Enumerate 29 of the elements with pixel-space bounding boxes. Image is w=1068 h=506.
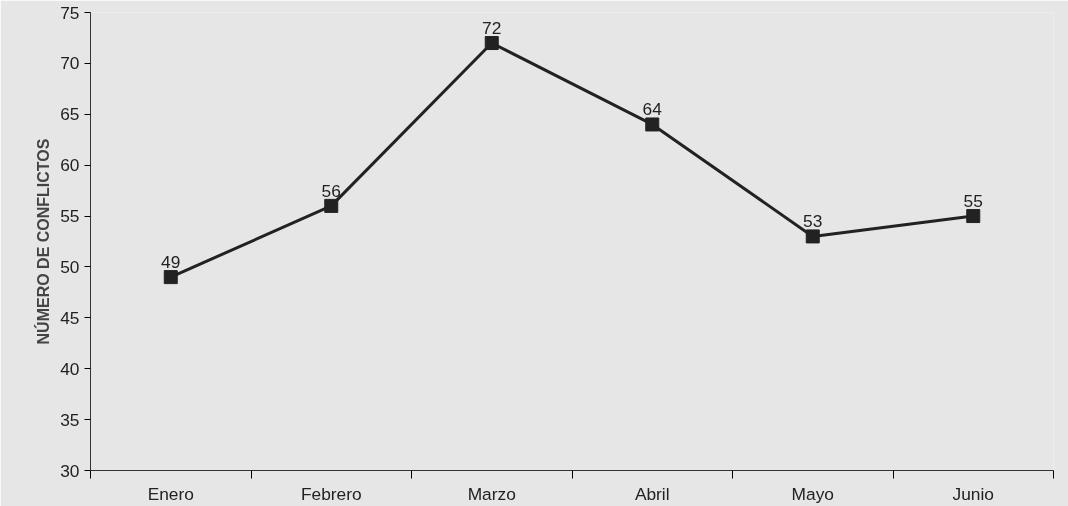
- data-label: 49: [161, 252, 181, 273]
- y-tick-label: 65: [60, 104, 80, 125]
- point: [484, 36, 499, 51]
- data-label: 64: [642, 99, 663, 120]
- y-tick-label: 70: [60, 53, 80, 74]
- x-tick-label: Febrero: [300, 483, 362, 504]
- y-tick-label: 35: [60, 409, 80, 430]
- y-tick-label: 45: [60, 307, 80, 328]
- x-tick-label: Abril: [634, 483, 670, 504]
- y-tick-label: 40: [60, 358, 80, 379]
- y-axis-title: NÚMERO DE CONFLICTOS: [34, 138, 53, 345]
- y-tick-label: 60: [60, 155, 80, 176]
- x-tick-label: Enero: [147, 483, 194, 504]
- point: [645, 117, 660, 132]
- x-tick-label: Mayo: [791, 483, 834, 504]
- point: [805, 229, 820, 244]
- point: [324, 198, 339, 213]
- y-tick-label: 75: [60, 2, 80, 23]
- data-label: 72: [482, 18, 502, 39]
- x-tick-label: Marzo: [467, 483, 516, 504]
- data-label: 55: [963, 191, 983, 212]
- x-tick-label: Junio: [952, 483, 994, 504]
- y-tick-label: 50: [60, 256, 80, 277]
- point: [966, 209, 981, 224]
- y-tick-label: 55: [60, 206, 80, 227]
- point: [163, 270, 178, 285]
- y-tick-label: 30: [60, 460, 80, 481]
- data-label: 53: [803, 211, 823, 232]
- data-label: 56: [321, 180, 341, 201]
